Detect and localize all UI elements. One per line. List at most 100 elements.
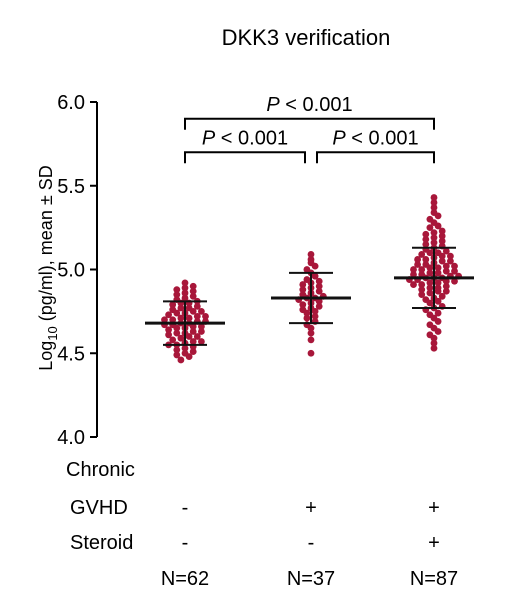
data-point <box>451 277 458 285</box>
y-tick-label: 4.0 <box>57 427 85 449</box>
data-point <box>299 301 307 309</box>
significance-brackets: P < 0.001 P < 0.001 P < 0.001 <box>184 94 435 164</box>
data-point <box>418 266 426 273</box>
data-point <box>426 311 434 319</box>
data-point <box>169 336 177 344</box>
data-point <box>430 234 438 242</box>
data-point <box>426 224 434 232</box>
data-point <box>410 281 417 288</box>
data-point <box>438 292 446 300</box>
data-point <box>422 240 430 248</box>
data-point <box>442 247 450 255</box>
data-point <box>434 279 442 287</box>
y-tick-label: 5.5 <box>57 176 85 198</box>
data-point <box>430 344 438 352</box>
data-point <box>303 266 311 273</box>
data-point <box>447 257 454 265</box>
data-point <box>434 249 442 257</box>
data-point <box>442 262 450 270</box>
data-point <box>169 306 177 314</box>
data-point <box>173 351 181 359</box>
data-point <box>189 338 197 345</box>
data-point <box>430 199 438 206</box>
y-tick-label: 4.5 <box>57 343 85 365</box>
data-point <box>299 286 307 293</box>
data-point <box>418 251 426 258</box>
comparison-bracket <box>316 151 435 164</box>
gvhd-value: - <box>182 497 189 519</box>
data-point <box>430 194 438 201</box>
data-point <box>422 256 430 263</box>
data-point <box>434 264 442 272</box>
p-value-label: P < 0.001 <box>202 127 288 149</box>
data-point <box>181 284 189 292</box>
data-point <box>173 346 181 354</box>
data-point <box>193 313 201 320</box>
data-point <box>430 339 438 347</box>
data-point <box>410 266 417 273</box>
comparison-bracket <box>184 117 435 130</box>
data-point <box>434 269 442 277</box>
data-point <box>422 230 430 238</box>
data-point <box>418 271 426 278</box>
data-point <box>315 282 323 290</box>
row-label-gvhd: GVHD <box>70 497 128 519</box>
data-point <box>418 286 426 293</box>
data-point <box>198 328 205 335</box>
data-point <box>177 334 185 342</box>
data-point <box>447 252 454 260</box>
y-tick-label: 6.0 <box>57 92 85 114</box>
data-point <box>173 286 181 293</box>
data-point <box>198 323 205 330</box>
data-point <box>422 235 430 243</box>
data-point <box>189 292 197 300</box>
data-point <box>202 313 209 320</box>
data-point <box>430 239 438 247</box>
data-point <box>169 301 177 309</box>
data-point <box>198 307 205 315</box>
data-point <box>299 281 307 288</box>
data-point <box>311 313 319 320</box>
data-point <box>189 328 197 335</box>
data-point <box>165 326 173 334</box>
data-point <box>177 314 185 322</box>
data-point <box>189 282 197 290</box>
data-point <box>173 291 181 299</box>
p-symbol: P <box>332 127 346 149</box>
data-point <box>426 279 434 287</box>
data-point <box>307 256 315 263</box>
p-value-label: P < 0.001 <box>266 94 352 116</box>
data-point <box>430 229 438 237</box>
data-point <box>303 314 311 322</box>
data-point <box>181 344 189 352</box>
data-point <box>307 336 315 344</box>
data-point <box>418 281 426 288</box>
data-point <box>307 349 315 357</box>
data-point <box>173 329 181 337</box>
data-point <box>422 296 430 304</box>
data-point <box>181 349 189 357</box>
n-label: N=37 <box>287 568 335 590</box>
data-point <box>442 267 450 275</box>
data-point <box>165 311 173 319</box>
data-point <box>414 261 421 268</box>
n-label: N=87 <box>410 568 458 590</box>
data-point <box>307 251 315 258</box>
p-symbol: P <box>266 94 280 116</box>
data-point <box>185 304 193 312</box>
data-point <box>315 287 323 295</box>
data-point <box>414 256 421 263</box>
gvhd-value: + <box>305 497 317 519</box>
data-point <box>442 282 450 290</box>
p-symbol: P <box>202 127 216 149</box>
data-point <box>181 279 189 287</box>
data-point <box>315 277 323 285</box>
data-point <box>438 257 446 265</box>
mean-sd-bars <box>145 246 474 346</box>
data-point <box>442 287 450 295</box>
comparison-bracket <box>184 151 306 164</box>
gvhd-value: + <box>428 497 440 519</box>
data-point <box>422 261 430 268</box>
p-value-label: P < 0.001 <box>332 127 418 149</box>
